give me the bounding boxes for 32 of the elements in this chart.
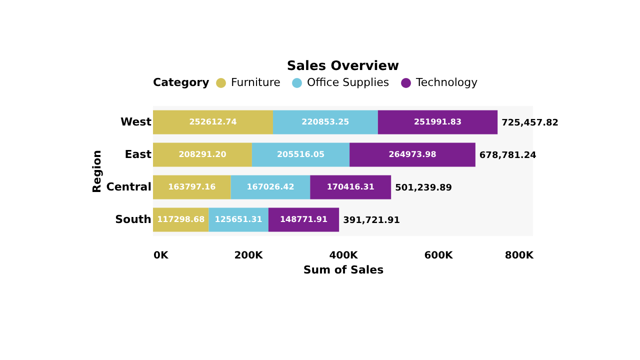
y-tick-label: East — [124, 148, 152, 161]
total-label: 391,721.91 — [343, 216, 400, 226]
data-label: 163797.16 — [168, 182, 216, 192]
x-tick-label: 800K — [504, 250, 535, 262]
data-label: 208291.20 — [178, 150, 227, 159]
data-label: 205516.05 — [276, 150, 325, 159]
data-label: 167026.42 — [246, 182, 294, 192]
total-label: 678,781.24 — [479, 150, 536, 161]
data-label: 117298.68 — [157, 214, 206, 224]
y-tick-label: South — [115, 212, 152, 226]
x-tick-label: 200K — [234, 250, 264, 262]
legend-label: Technology — [415, 76, 478, 89]
chart-title: Sales Overview — [286, 59, 400, 74]
data-label: 125651.31 — [214, 214, 263, 224]
data-label: 252612.74 — [189, 117, 238, 126]
data-label: 170416.31 — [326, 182, 375, 192]
x-tick-label: 400K — [329, 250, 360, 262]
data-label: 148771.91 — [280, 214, 328, 224]
data-label: 264973.98 — [388, 150, 437, 159]
data-label: 220853.25 — [302, 117, 350, 126]
legend-title: Category — [153, 76, 210, 89]
y-tick-label: West — [120, 115, 152, 128]
x-tick-label: 600K — [424, 250, 454, 262]
y-tick-label: Central — [106, 180, 152, 194]
y-axis-title: Region — [90, 150, 104, 193]
x-axis-title: Sum of Sales — [303, 264, 384, 276]
x-tick-label: 0K — [154, 250, 170, 262]
legend-label: Furniture — [231, 76, 281, 89]
total-label: 725,457.82 — [502, 118, 559, 128]
total-label: 501,239.89 — [395, 183, 452, 194]
data-label: 251991.83 — [414, 117, 462, 126]
legend-label: Office Supplies — [307, 76, 390, 89]
